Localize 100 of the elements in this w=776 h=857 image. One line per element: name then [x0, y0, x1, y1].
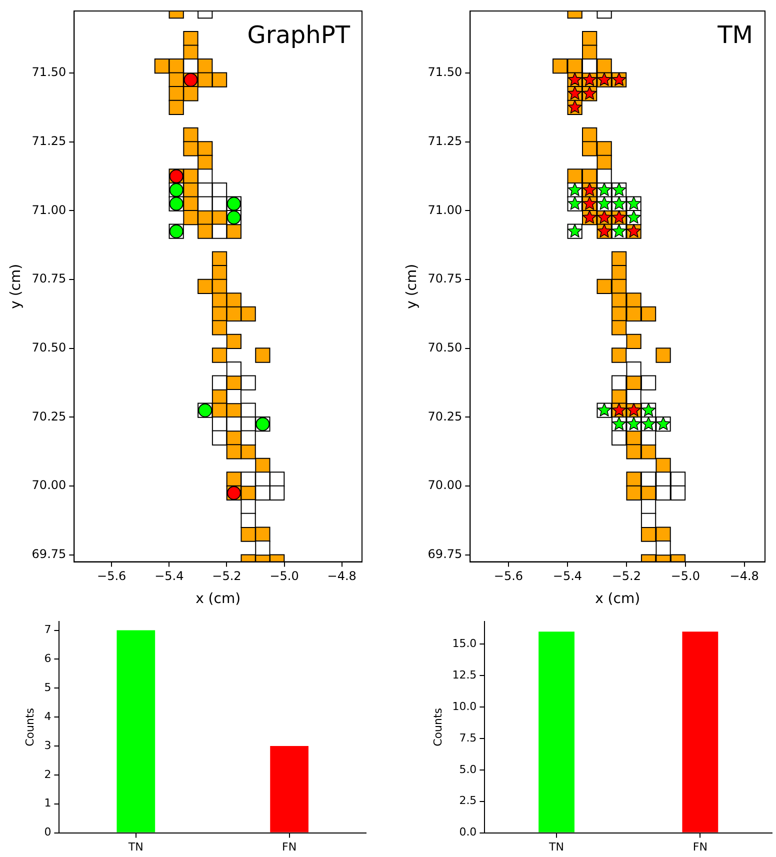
point — [626, 485, 642, 501]
point — [270, 485, 285, 501]
y-tick-label: 70.25 — [428, 409, 462, 424]
point — [183, 30, 198, 46]
x-tick-label: −5.4 — [154, 569, 184, 584]
point — [183, 44, 198, 60]
y-tick-label: 5.0 — [459, 762, 477, 776]
point — [656, 526, 671, 542]
point — [212, 265, 228, 280]
point — [212, 72, 228, 88]
y-tick-label: 71.25 — [32, 134, 66, 148]
x-tick-label: TN — [548, 840, 564, 854]
y-tick-label: 70.00 — [428, 478, 462, 492]
point — [656, 348, 671, 363]
x-tick-label: −5.6 — [97, 569, 126, 584]
point — [198, 224, 213, 239]
x-tick-label: FN — [692, 840, 708, 854]
point — [626, 388, 642, 404]
point — [611, 320, 627, 336]
point — [226, 306, 242, 322]
y-tick-label: 7 — [44, 623, 52, 636]
y-tick-label: 1 — [44, 796, 52, 810]
point — [183, 210, 198, 226]
y-tick-label: 71.00 — [32, 202, 66, 217]
point — [626, 334, 642, 350]
point — [626, 292, 642, 308]
y-tick-label: 71.25 — [428, 134, 462, 148]
point — [226, 416, 242, 432]
point — [611, 265, 627, 280]
point — [640, 472, 656, 487]
y-tick-label: 3 — [44, 738, 52, 752]
y-tick-label: 0.0 — [459, 826, 477, 839]
x-tick-label: −4.8 — [327, 569, 356, 584]
point — [198, 141, 213, 156]
y-tick-label: 70.50 — [428, 340, 462, 354]
point — [226, 292, 242, 308]
point — [226, 388, 242, 404]
y-tick-label: 2 — [44, 768, 52, 781]
point — [552, 58, 568, 74]
y-tick-label: 70.00 — [32, 478, 66, 492]
point — [596, 154, 612, 170]
y-tick-label: 71.00 — [428, 202, 462, 217]
point — [168, 100, 184, 115]
y-tick-label: 70.75 — [32, 272, 66, 286]
y-tick-label: 6 — [44, 652, 52, 666]
x-tick-label: −5.6 — [494, 569, 524, 584]
point — [240, 430, 256, 446]
point — [212, 348, 228, 363]
point — [212, 196, 228, 212]
y-tick-label: 5 — [44, 681, 52, 694]
point — [656, 458, 671, 473]
y-tick-label: 69.75 — [428, 547, 462, 562]
point — [226, 361, 242, 377]
point — [183, 86, 198, 102]
point — [255, 526, 270, 542]
point — [240, 306, 256, 322]
point — [656, 540, 671, 556]
point — [596, 168, 612, 184]
x-tick-label: −5.4 — [552, 569, 582, 584]
point — [198, 196, 213, 212]
y-tick-label: 0 — [44, 826, 52, 839]
x-tick-label: −5.0 — [670, 569, 700, 584]
point — [582, 58, 598, 74]
point — [270, 472, 285, 487]
point — [240, 444, 256, 460]
point — [582, 141, 598, 156]
point — [640, 430, 656, 446]
point — [640, 306, 656, 322]
point — [626, 361, 642, 377]
y-tick-label: 12.5 — [452, 668, 477, 682]
point — [212, 224, 228, 239]
x-axis-title: x (cm) — [196, 591, 241, 608]
point — [255, 348, 270, 363]
y-tick-label: 70.50 — [32, 340, 66, 354]
point — [198, 278, 213, 294]
point — [611, 430, 627, 446]
point — [626, 444, 642, 460]
x-tick-label: −5.2 — [612, 569, 641, 584]
point — [212, 320, 228, 336]
y-axis-title: y (cm) — [404, 264, 420, 309]
x-tick-label: −4.8 — [730, 569, 759, 584]
text: GraphPT — [247, 21, 350, 50]
point — [226, 334, 242, 350]
y-axis-title: y (cm) — [8, 264, 24, 309]
point — [183, 127, 198, 142]
y-tick-label: 7.5 — [459, 731, 477, 744]
x-tick-label: FN — [282, 840, 297, 854]
point — [611, 375, 627, 390]
point — [212, 430, 228, 446]
point — [626, 306, 642, 322]
x-tick-label: TN — [127, 840, 144, 854]
point — [240, 402, 256, 418]
point — [240, 499, 256, 514]
point — [582, 44, 598, 60]
point — [640, 512, 656, 528]
point — [611, 348, 627, 363]
point — [670, 485, 686, 501]
point — [596, 278, 612, 294]
y-tick-label: 15.0 — [452, 637, 477, 650]
point — [183, 141, 198, 156]
